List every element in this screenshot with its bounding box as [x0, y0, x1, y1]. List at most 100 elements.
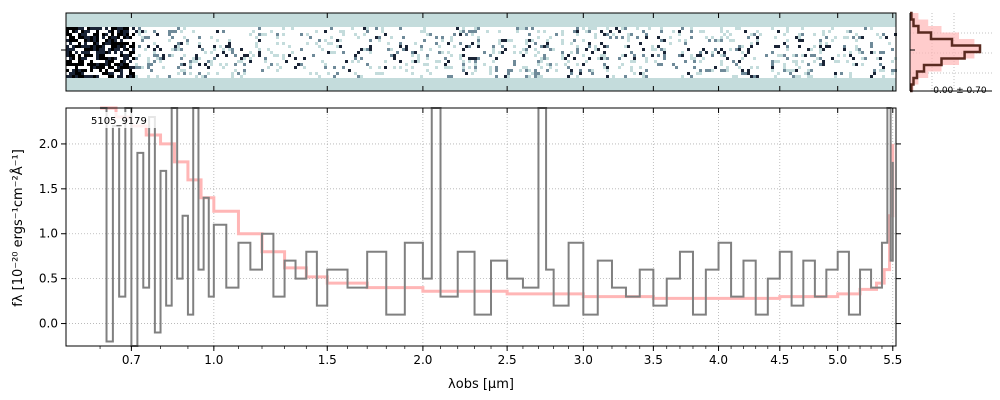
pixel — [177, 60, 180, 63]
pixel — [705, 63, 708, 66]
pixel — [378, 69, 381, 72]
pixel — [657, 69, 660, 72]
pixel — [210, 57, 213, 60]
pixel — [780, 45, 783, 48]
pixel — [510, 27, 513, 30]
pixel — [333, 54, 336, 57]
pixel — [852, 30, 855, 33]
pixel — [435, 33, 438, 36]
pixel — [240, 63, 243, 66]
pixel — [450, 54, 453, 57]
pixel — [189, 36, 192, 39]
pixel — [336, 54, 339, 57]
pixel — [105, 33, 108, 36]
pixel — [450, 72, 453, 75]
pixel — [594, 45, 597, 48]
pixel — [774, 45, 777, 48]
pixel — [687, 27, 690, 30]
pixel — [141, 54, 144, 57]
pixel — [780, 30, 783, 33]
pixel — [579, 69, 582, 72]
pixel — [120, 39, 123, 42]
pixel — [681, 75, 684, 78]
pixel — [864, 42, 867, 45]
pixel — [204, 69, 207, 72]
pixel — [561, 27, 564, 30]
pixel — [807, 72, 810, 75]
pixel — [375, 27, 378, 30]
pixel — [324, 45, 327, 48]
pixel — [474, 33, 477, 36]
pixel — [99, 57, 102, 60]
pixel — [798, 72, 801, 75]
pixel — [666, 36, 669, 39]
pixel — [351, 51, 354, 54]
pixel — [339, 36, 342, 39]
pixel — [417, 42, 420, 45]
pixel — [303, 39, 306, 42]
pixel — [723, 60, 726, 63]
pixel — [111, 51, 114, 54]
pixel — [237, 27, 240, 30]
pixel — [648, 48, 651, 51]
pixel — [519, 57, 522, 60]
pixel — [138, 30, 141, 33]
pixel — [387, 63, 390, 66]
pixel — [297, 57, 300, 60]
pixel — [594, 36, 597, 39]
pixel — [162, 48, 165, 51]
pixel — [363, 69, 366, 72]
pixel — [321, 42, 324, 45]
pixel — [459, 45, 462, 48]
pixel — [690, 42, 693, 45]
pixel — [213, 48, 216, 51]
pixel — [669, 57, 672, 60]
pixel — [579, 51, 582, 54]
pixel — [270, 33, 273, 36]
pixel — [711, 75, 714, 78]
pixel — [405, 45, 408, 48]
pixel — [222, 39, 225, 42]
pixel — [630, 48, 633, 51]
pixel — [111, 75, 114, 78]
pixel — [840, 60, 843, 63]
pixel — [102, 60, 105, 63]
pixel — [381, 63, 384, 66]
pixel — [429, 63, 432, 66]
pixel — [285, 27, 288, 30]
pixel — [639, 75, 642, 78]
pixel — [609, 30, 612, 33]
pixel — [603, 30, 606, 33]
pixel — [642, 39, 645, 42]
pixel — [588, 45, 591, 48]
pixel — [141, 48, 144, 51]
pixel — [90, 45, 93, 48]
pixel — [402, 39, 405, 42]
pixel — [816, 66, 819, 69]
pixel — [402, 54, 405, 57]
pixel — [135, 30, 138, 33]
pixel — [720, 51, 723, 54]
pixel — [603, 60, 606, 63]
pixel — [570, 36, 573, 39]
pixel — [462, 27, 465, 30]
pixel — [168, 33, 171, 36]
pixel — [603, 42, 606, 45]
pixel — [453, 27, 456, 30]
pixel — [468, 75, 471, 78]
pixel — [705, 75, 708, 78]
pixel — [648, 39, 651, 42]
pixel — [255, 51, 258, 54]
pixel — [576, 72, 579, 75]
pixel — [96, 36, 99, 39]
pixel — [546, 54, 549, 57]
pixel — [753, 51, 756, 54]
pixel — [210, 69, 213, 72]
pixel — [423, 39, 426, 42]
pixel — [801, 57, 804, 60]
pixel — [639, 57, 642, 60]
pixel — [123, 48, 126, 51]
pixel — [741, 27, 744, 30]
pixel — [372, 36, 375, 39]
pixel — [417, 33, 420, 36]
